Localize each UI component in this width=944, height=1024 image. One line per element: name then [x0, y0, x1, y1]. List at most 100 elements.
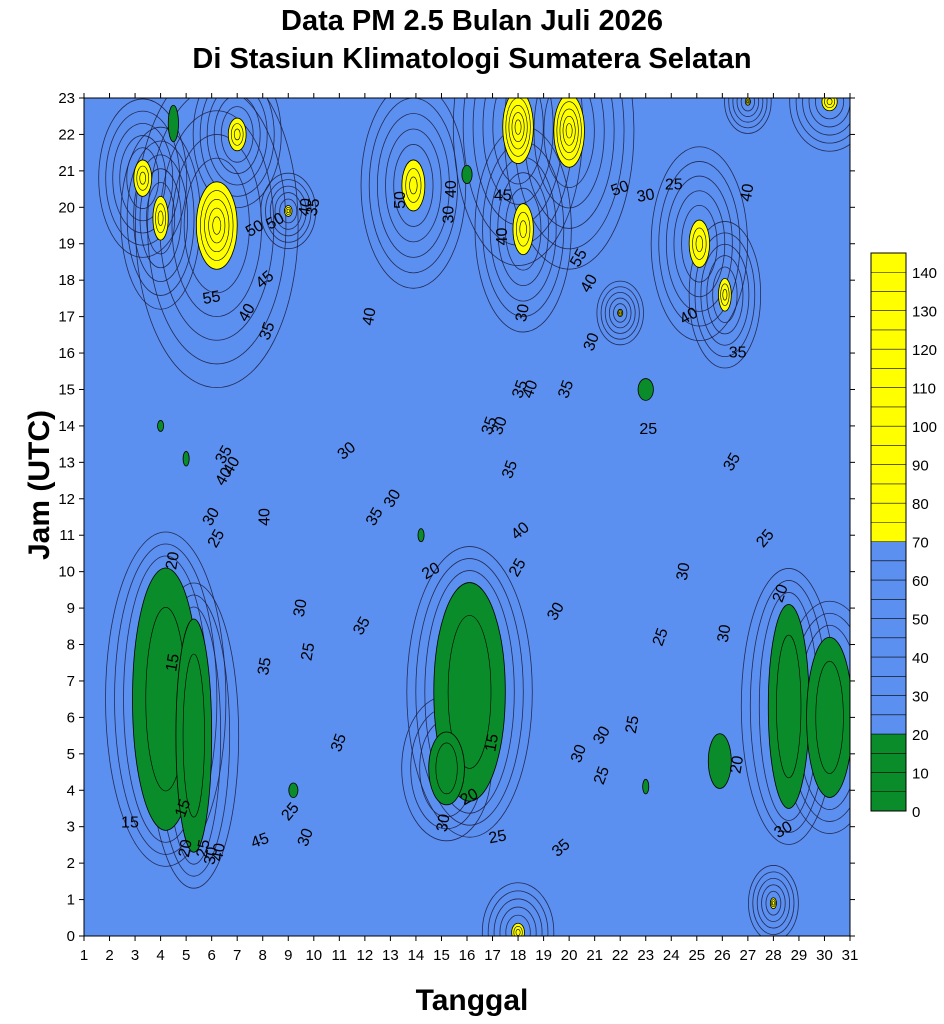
high-region-ring-5-2 — [409, 176, 418, 195]
x-tick-label-15: 15 — [433, 947, 450, 964]
contour-label-55: 40 — [578, 272, 602, 296]
low-concentration-layer — [132, 104, 850, 853]
x-tick-label-17: 17 — [484, 947, 501, 964]
contour-label-25: 55 — [201, 288, 222, 308]
low-region-6 — [707, 733, 732, 789]
contour-label-9: 30 — [295, 826, 317, 849]
halo-15-2 — [608, 297, 632, 329]
low-region-inner-4 — [776, 634, 802, 779]
x-tick-label-27: 27 — [740, 947, 757, 964]
halo-4-2 — [274, 192, 302, 230]
high-region-2 — [195, 181, 238, 270]
halo-10-2 — [706, 255, 744, 335]
colorbar-tick-label-40: 40 — [912, 650, 929, 667]
halo-14-3 — [756, 877, 791, 929]
y-tick-label-0: 0 — [67, 928, 75, 945]
high-region-3 — [227, 117, 247, 152]
y-tick-label-17: 17 — [58, 309, 75, 326]
y-tick-label-3: 3 — [67, 819, 75, 836]
high-region-ring-4-2 — [286, 208, 290, 214]
halo-2-2 — [171, 134, 262, 317]
x-tick-label-6: 6 — [207, 947, 215, 964]
halo-1-3 — [133, 154, 189, 283]
contour-label-7: 40 — [209, 842, 229, 863]
halo-10-5 — [688, 221, 762, 369]
x-tick-label-28: 28 — [765, 947, 782, 964]
halo-15-3 — [604, 292, 636, 334]
x-tick-label-19: 19 — [535, 947, 552, 964]
high-region-8 — [512, 203, 534, 256]
contour-label-61: 40 — [677, 305, 701, 329]
contour-label-12: 25 — [299, 641, 319, 662]
high-region-ring-7-2 — [559, 108, 579, 153]
halo-1-2 — [139, 168, 182, 269]
contour-label-71: 30 — [590, 723, 614, 747]
halo-0-2 — [119, 135, 167, 222]
contour-label-68: 25 — [650, 626, 672, 649]
colorbar-frame — [870, 252, 907, 812]
x-tick-label-21: 21 — [586, 947, 603, 964]
contour-label-46: 35 — [479, 414, 501, 437]
contour-label-1: 15 — [163, 652, 183, 673]
high-region-ring-10-2 — [722, 288, 728, 301]
colorbar-band-2 — [871, 253, 906, 542]
low-halo-2-1 — [424, 570, 515, 814]
halo-11-5 — [789, 98, 850, 152]
halo-15-1 — [613, 303, 628, 323]
y-tick-label-22: 22 — [58, 126, 75, 143]
y-tick-label-18: 18 — [58, 272, 75, 289]
contour-label-19: 25 — [205, 527, 229, 551]
x-tick-label-31: 31 — [842, 947, 859, 964]
halo-6-1 — [492, 98, 544, 185]
high-region-10 — [718, 277, 732, 312]
halo-7-1 — [543, 98, 595, 189]
high-region-ring-6-1 — [505, 98, 531, 157]
halo-13-4 — [487, 890, 549, 936]
halo-12-1 — [740, 98, 755, 112]
contour-label-56: 30 — [581, 331, 603, 354]
high-region-ring-7-3 — [562, 115, 576, 146]
contour-label-52: 45 — [494, 188, 512, 205]
high-region-ring-15-2 — [619, 311, 622, 315]
contour-label-57: 50 — [609, 178, 632, 200]
halo-5-2 — [385, 128, 442, 243]
low-region-14 — [642, 778, 650, 795]
high-region-ring-13-2 — [515, 929, 521, 936]
halo-9-3 — [665, 175, 733, 312]
contour-label-64: 35 — [720, 450, 744, 474]
high-region-ring-12-1 — [745, 98, 750, 105]
high-region-1 — [152, 195, 169, 241]
contour-label-59: 25 — [665, 177, 683, 194]
chart-title-line2: Di Stasiun Klimatologi Sumatera Selatan — [192, 43, 752, 75]
y-axis-label: Jam (UTC) — [23, 410, 56, 561]
contour-label-11: 35 — [328, 731, 350, 754]
contour-label-35: 40 — [443, 180, 460, 198]
low-region-inner-3 — [435, 742, 458, 795]
halo-14-1 — [765, 890, 782, 916]
colorbar-tick-label-50: 50 — [912, 612, 929, 629]
y-tick-label-12: 12 — [58, 491, 75, 508]
x-tick-label-12: 12 — [357, 947, 374, 964]
contour-label-5: 25 — [194, 838, 214, 859]
high-region-0 — [133, 159, 153, 197]
contour-label-6: 30 — [201, 845, 221, 866]
low-halo-2-2 — [415, 558, 524, 826]
x-tick-label-7: 7 — [233, 947, 241, 964]
colorbar-tick-label-140: 140 — [912, 265, 937, 282]
x-tick-label-10: 10 — [305, 947, 322, 964]
y-tick-label-5: 5 — [67, 746, 75, 763]
x-tick-label-20: 20 — [561, 947, 578, 964]
low-region-9 — [637, 378, 654, 401]
contour-label-42: 25 — [506, 556, 530, 580]
high-region-ring-5-1 — [405, 168, 422, 203]
high-region-ring-12-2 — [746, 100, 750, 104]
halo-13-5 — [481, 882, 555, 936]
contour-label-70: 25 — [623, 714, 643, 735]
y-tick-label-20: 20 — [58, 199, 75, 216]
contour-label-48: 35 — [509, 378, 531, 401]
high-region-ring-2-3 — [208, 207, 226, 244]
halo-9-1 — [681, 204, 718, 283]
halo-15-5 — [596, 280, 644, 346]
halo-5-1 — [393, 144, 434, 227]
